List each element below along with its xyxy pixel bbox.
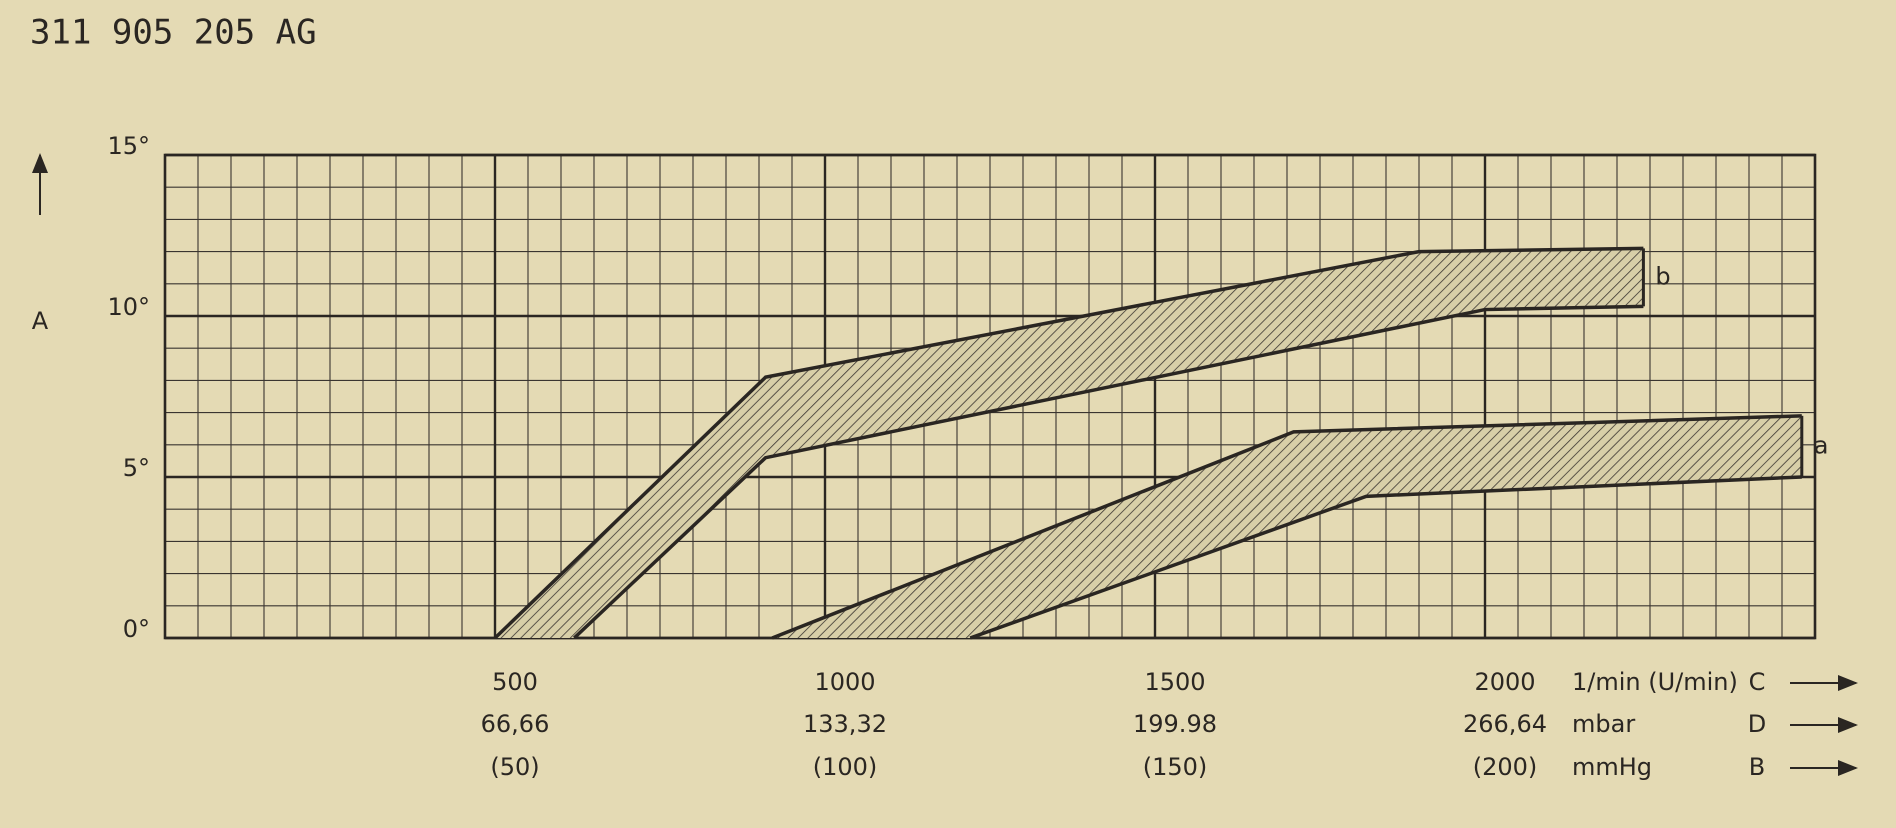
band-lower-line bbox=[572, 304, 1644, 640]
band-fill bbox=[495, 248, 1644, 638]
y-tick-label: 5° bbox=[123, 454, 150, 482]
x3-tick-label: (150) bbox=[1143, 753, 1208, 781]
x2-tick-label: 66,66 bbox=[481, 710, 550, 738]
x2-tick-label: 266,64 bbox=[1463, 710, 1547, 738]
x3-tick-label: (100) bbox=[813, 753, 878, 781]
axis-letter: B bbox=[1749, 753, 1765, 781]
band-label: b bbox=[1655, 262, 1670, 290]
axis-unit-label: mbar bbox=[1572, 710, 1635, 738]
band-fill bbox=[772, 415, 1802, 638]
x3-tick-label: (50) bbox=[490, 753, 539, 781]
x-tick-label: 1000 bbox=[814, 668, 875, 696]
x2-tick-label: 199.98 bbox=[1133, 710, 1217, 738]
band-label: a bbox=[1814, 431, 1829, 459]
band-upper-line bbox=[493, 246, 1644, 640]
band-upper-line bbox=[771, 414, 1802, 640]
x3-tick-label: (200) bbox=[1473, 753, 1538, 781]
band-lower-line bbox=[969, 475, 1802, 640]
y-axis-label: A bbox=[32, 307, 49, 335]
axis-letter: C bbox=[1749, 668, 1766, 696]
chart-title: 311 905 205 AG bbox=[30, 13, 317, 53]
y-tick-label: 0° bbox=[123, 615, 150, 643]
y-tick-label: 15° bbox=[107, 132, 150, 160]
axis-letter: D bbox=[1748, 710, 1766, 738]
axis-unit-label: 1/min (U/min) bbox=[1572, 668, 1738, 696]
axis-unit-label: mmHg bbox=[1572, 753, 1652, 781]
y-tick-label: 10° bbox=[107, 293, 150, 321]
x-tick-label: 1500 bbox=[1144, 668, 1205, 696]
x-tick-label: 500 bbox=[492, 668, 538, 696]
x-tick-label: 2000 bbox=[1474, 668, 1535, 696]
x2-tick-label: 133,32 bbox=[803, 710, 887, 738]
plot-frame bbox=[163, 153, 1817, 640]
